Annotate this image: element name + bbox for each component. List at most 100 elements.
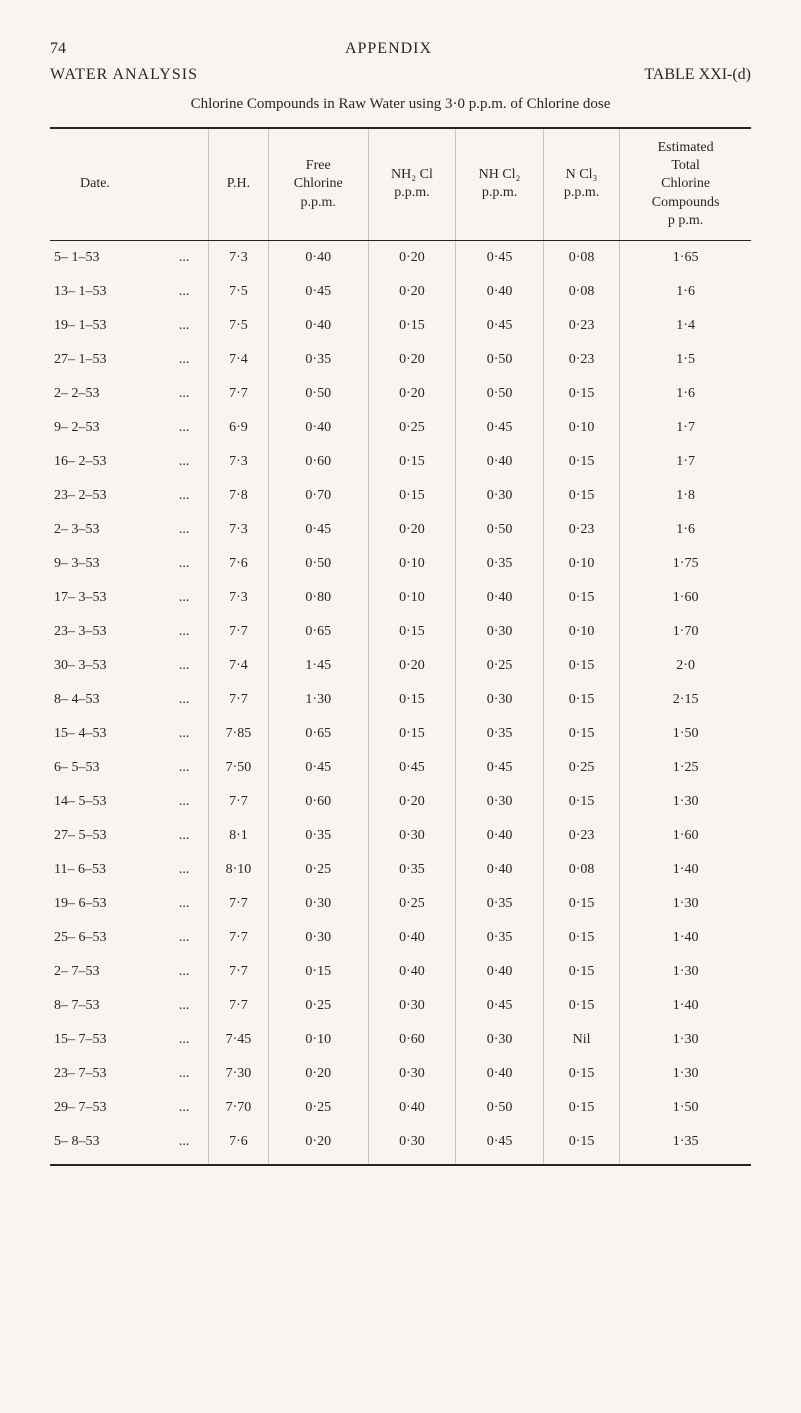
table-cell: ...: [160, 955, 209, 989]
table-cell: ...: [160, 989, 209, 1023]
table-cell: 0·08: [543, 853, 619, 887]
table-cell: 0·35: [368, 853, 456, 887]
table-row: 5– 8–53...7·60·200·300·450·151·35: [50, 1125, 751, 1165]
table-cell: 0·40: [268, 411, 368, 445]
table-cell: 0·80: [268, 581, 368, 615]
table-cell: 1·30: [620, 887, 751, 921]
table-cell: 0·15: [543, 1091, 619, 1125]
table-cell: 23– 7–53: [50, 1057, 160, 1091]
table-cell: 0·40: [456, 445, 544, 479]
table-cell: 9– 3–53: [50, 547, 160, 581]
table-cell: 0·35: [268, 819, 368, 853]
table-cell: 0·35: [456, 547, 544, 581]
table-cell: 0·50: [456, 513, 544, 547]
table-cell: 0·40: [456, 581, 544, 615]
table-cell: 0·30: [368, 819, 456, 853]
table-cell: 1·70: [620, 615, 751, 649]
col-total: EstimatedTotalChlorineCompoundsp p.m.: [620, 128, 751, 240]
table-cell: 6– 5–53: [50, 751, 160, 785]
table-cell: 1·8: [620, 479, 751, 513]
table-cell: 2·15: [620, 683, 751, 717]
table-cell: 0·15: [368, 683, 456, 717]
table-cell: 7·3: [209, 445, 269, 479]
table-cell: 0·60: [268, 445, 368, 479]
table-cell: ...: [160, 785, 209, 819]
table-cell: 0·10: [543, 547, 619, 581]
table-row: 23– 7–53...7·300·200·300·400·151·30: [50, 1057, 751, 1091]
table-cell: 1·5: [620, 343, 751, 377]
table-cell: 0·30: [268, 921, 368, 955]
table-cell: 0·40: [268, 309, 368, 343]
table-cell: 0·15: [543, 989, 619, 1023]
table-cell: 0·25: [268, 1091, 368, 1125]
table-cell: 15– 4–53: [50, 717, 160, 751]
table-cell: 7·4: [209, 343, 269, 377]
table-cell: ...: [160, 615, 209, 649]
table-cell: 0·15: [543, 377, 619, 411]
table-row: 19– 1–53...7·50·400·150·450·231·4: [50, 309, 751, 343]
table-cell: 0·15: [543, 887, 619, 921]
col-nh2cl: NH₂ Clp.p.m.: [368, 128, 456, 240]
table-cell: 0·15: [368, 309, 456, 343]
table-row: 16– 2–53...7·30·600·150·400·151·7: [50, 445, 751, 479]
table-row: 9– 3–53...7·60·500·100·350·101·75: [50, 547, 751, 581]
table-cell: 0·45: [456, 309, 544, 343]
table-row: 15– 4–53...7·850·650·150·350·151·50: [50, 717, 751, 751]
table-cell: 0·15: [368, 615, 456, 649]
table-cell: 8– 7–53: [50, 989, 160, 1023]
table-cell: 0·70: [268, 479, 368, 513]
table-cell: ...: [160, 275, 209, 309]
table-row: 2– 7–53...7·70·150·400·400·151·30: [50, 955, 751, 989]
table-cell: 5– 1–53: [50, 240, 160, 275]
table-cell: 0·45: [456, 751, 544, 785]
table-cell: ...: [160, 1091, 209, 1125]
table-cell: 0·15: [543, 581, 619, 615]
table-cell: 0·45: [268, 751, 368, 785]
table-cell: 1·60: [620, 581, 751, 615]
table-row: 9– 2–53...6·90·400·250·450·101·7: [50, 411, 751, 445]
table-row: 2– 3–53...7·30·450·200·500·231·6: [50, 513, 751, 547]
table-row: 17– 3–53...7·30·800·100·400·151·60: [50, 581, 751, 615]
table-cell: 14– 5–53: [50, 785, 160, 819]
table-cell: 7·7: [209, 921, 269, 955]
table-cell: 5– 8–53: [50, 1125, 160, 1165]
table-cell: 0·15: [543, 683, 619, 717]
table-cell: 30– 3–53: [50, 649, 160, 683]
table-cell: 0·35: [268, 343, 368, 377]
table-row: 2– 2–53...7·70·500·200·500·151·6: [50, 377, 751, 411]
table-body: 5– 1–53...7·30·400·200·450·081·6513– 1–5…: [50, 240, 751, 1165]
table-cell: Nil: [543, 1023, 619, 1057]
table-cell: 7·6: [209, 547, 269, 581]
table-cell: 0·40: [368, 921, 456, 955]
table-cell: 0·60: [368, 1023, 456, 1057]
table-cell: 0·45: [456, 240, 544, 275]
table-cell: 0·45: [368, 751, 456, 785]
table-cell: ...: [160, 377, 209, 411]
table-cell: 15– 7–53: [50, 1023, 160, 1057]
table-cell: 2– 2–53: [50, 377, 160, 411]
table-cell: 7·45: [209, 1023, 269, 1057]
table-cell: 7·5: [209, 309, 269, 343]
table-row: 25– 6–53...7·70·300·400·350·151·40: [50, 921, 751, 955]
table-cell: 0·65: [268, 717, 368, 751]
table-cell: 0·40: [456, 853, 544, 887]
table-cell: 0·40: [268, 240, 368, 275]
table-row: 23– 3–53...7·70·650·150·300·101·70: [50, 615, 751, 649]
table-cell: 0·50: [456, 377, 544, 411]
table-row: 29– 7–53...7·700·250·400·500·151·50: [50, 1091, 751, 1125]
table-cell: 0·15: [368, 479, 456, 513]
table-cell: 0·15: [543, 785, 619, 819]
table-cell: 1·40: [620, 853, 751, 887]
table-cell: 0·40: [456, 819, 544, 853]
table-cell: 0·45: [268, 513, 368, 547]
table-cell: 7·70: [209, 1091, 269, 1125]
table-cell: 0·25: [268, 853, 368, 887]
table-cell: 0·20: [368, 275, 456, 309]
table-cell: 1·60: [620, 819, 751, 853]
table-cell: 0·50: [456, 1091, 544, 1125]
table-cell: 7·7: [209, 785, 269, 819]
table-cell: 0·15: [543, 445, 619, 479]
table-cell: 0·10: [543, 411, 619, 445]
table-cell: 0·15: [543, 1125, 619, 1165]
table-cell: 9– 2–53: [50, 411, 160, 445]
